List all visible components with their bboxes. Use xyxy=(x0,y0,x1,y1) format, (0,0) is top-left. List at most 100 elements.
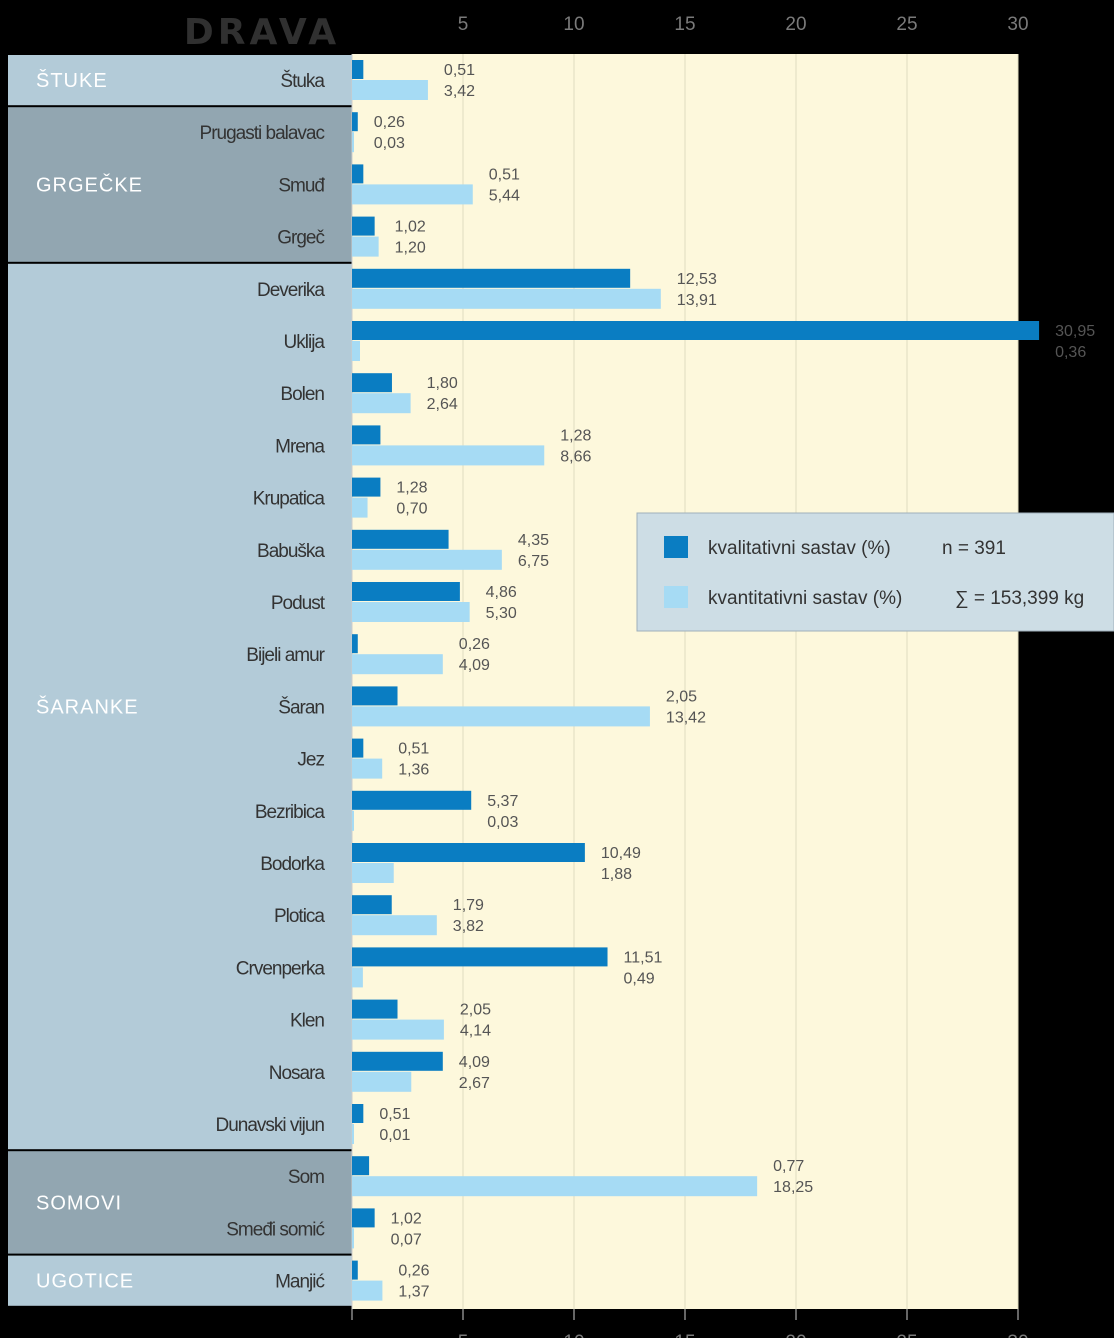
bar-kvantitativni xyxy=(352,445,545,466)
bar-kvalitativni xyxy=(352,843,585,862)
value-label-kvalitativni: 10,49 xyxy=(601,845,641,862)
value-label-kvantitativni: 0,36 xyxy=(1055,344,1086,361)
value-label-kvalitativni: 12,53 xyxy=(677,271,717,288)
legend-series-note: ∑ = 153,399 kg xyxy=(955,588,1084,609)
category-label: Šaran xyxy=(278,696,324,718)
x-tick-label-bottom: 15 xyxy=(674,1332,695,1338)
chart-title: DRAVA xyxy=(184,12,340,53)
category-label: Som xyxy=(288,1167,324,1188)
bar-kvantitativni xyxy=(352,758,383,779)
group-label: GRGEČKE xyxy=(36,174,143,197)
value-label-kvantitativni: 6,75 xyxy=(518,553,549,570)
value-label-kvantitativni: 5,30 xyxy=(486,605,517,622)
category-label: Manjić xyxy=(275,1272,324,1293)
bar-kvantitativni xyxy=(352,184,473,205)
value-label-kvalitativni: 4,35 xyxy=(518,532,549,549)
category-label: Grgeč xyxy=(277,228,324,249)
value-label-kvalitativni: 1,28 xyxy=(560,427,591,444)
value-label-kvantitativni: 1,36 xyxy=(398,762,429,779)
value-label-kvalitativni: 1,79 xyxy=(453,897,484,914)
value-label-kvantitativni: 0,07 xyxy=(391,1231,422,1248)
group-label: SOMOVI xyxy=(36,1192,122,1214)
category-label: Smuđ xyxy=(278,175,325,196)
value-label-kvalitativni: 5,37 xyxy=(487,793,518,810)
group-label: UGOTICE xyxy=(36,1271,134,1293)
group-panel xyxy=(8,1151,352,1254)
legend-series-note: n = 391 xyxy=(942,538,1006,559)
bar-kvantitativni xyxy=(352,602,470,622)
bar-kvantitativni xyxy=(352,341,360,361)
value-label-kvalitativni: 0,51 xyxy=(398,741,429,758)
value-label-kvantitativni: 4,09 xyxy=(459,657,490,674)
bar-kvalitativni xyxy=(352,425,381,445)
value-label-kvalitativni: 0,51 xyxy=(489,166,520,183)
bar-kvantitativni xyxy=(352,497,368,518)
bar-kvalitativni xyxy=(352,582,460,601)
x-tick-label-bottom: 10 xyxy=(563,1332,584,1338)
value-label-kvantitativni: 0,03 xyxy=(374,135,405,152)
value-label-kvantitativni: 3,42 xyxy=(444,83,475,100)
bar-kvalitativni xyxy=(352,999,398,1019)
value-label-kvantitativni: 0,49 xyxy=(624,970,655,987)
value-label-kvantitativni: 8,66 xyxy=(560,448,591,465)
category-label: Bijeli amur xyxy=(246,645,325,666)
group-panel xyxy=(8,107,352,262)
bar-kvalitativni xyxy=(352,164,364,184)
category-label: Deverika xyxy=(257,280,325,301)
value-label-kvalitativni: 0,51 xyxy=(379,1106,410,1123)
bar-kvalitativni xyxy=(352,1104,364,1123)
value-label-kvalitativni: 0,77 xyxy=(773,1158,804,1175)
value-label-kvalitativni: 0,51 xyxy=(444,62,475,79)
bar-kvantitativni xyxy=(352,549,502,570)
group-panel xyxy=(8,55,352,106)
legend: kvalitativni sastav (%) n = 391 kvantitati… xyxy=(636,512,1114,632)
category-label: Jez xyxy=(297,750,324,771)
x-tick-label-top: 10 xyxy=(563,14,584,35)
value-label-kvantitativni: 13,42 xyxy=(666,709,706,726)
x-tick-label-top: 15 xyxy=(674,14,695,35)
bar-kvantitativni xyxy=(352,967,363,988)
bar-kvantitativni xyxy=(352,1019,444,1040)
value-label-kvantitativni: 0,03 xyxy=(487,814,518,831)
bar-kvantitativni xyxy=(352,393,411,414)
bar-kvalitativni xyxy=(352,1208,375,1228)
x-tick-label-top: 5 xyxy=(458,14,469,35)
category-label: Krupatica xyxy=(253,489,326,510)
value-label-kvantitativni: 3,82 xyxy=(453,918,484,935)
bar-kvalitativni xyxy=(352,1156,370,1176)
category-label: Klen xyxy=(290,1011,324,1032)
bar-kvalitativni xyxy=(352,216,375,236)
value-label-kvalitativni: 2,05 xyxy=(460,1002,491,1019)
category-label: Nosara xyxy=(269,1063,326,1084)
bar-kvantitativni xyxy=(352,236,379,257)
category-label: Dunavski vijun xyxy=(216,1115,325,1136)
bar-kvalitativni xyxy=(352,1260,358,1280)
value-label-kvantitativni: 4,14 xyxy=(460,1023,491,1040)
value-label-kvantitativni: 1,20 xyxy=(395,240,426,257)
x-tick-label-bottom: 5 xyxy=(458,1332,469,1338)
bar-kvalitativni xyxy=(352,529,449,549)
category-label: Bodorka xyxy=(260,854,325,875)
value-label-kvantitativni: 2,64 xyxy=(427,396,458,413)
value-label-kvantitativni: 5,44 xyxy=(489,187,520,204)
category-label: Crvenperka xyxy=(236,958,326,979)
category-label: Bolen xyxy=(280,384,324,405)
bar-kvalitativni xyxy=(352,477,381,497)
bar-kvalitativni xyxy=(352,738,364,758)
category-label: Babuška xyxy=(257,541,325,562)
bar-kvalitativni xyxy=(352,1051,443,1071)
value-label-kvalitativni: 2,05 xyxy=(666,688,697,705)
bar-kvantitativni xyxy=(352,1124,354,1144)
x-tick-label-bottom: 20 xyxy=(785,1332,806,1338)
bar-kvalitativni xyxy=(352,947,608,967)
value-label-kvalitativni: 0,26 xyxy=(459,636,490,653)
bar-kvalitativni xyxy=(352,112,358,132)
bar-kvantitativni xyxy=(352,80,428,100)
value-label-kvalitativni: 0,26 xyxy=(374,114,405,131)
bar-kvantitativni xyxy=(352,706,650,727)
bar-kvalitativni xyxy=(352,686,398,706)
bar-kvantitativni xyxy=(352,1176,758,1197)
x-tick-label-bottom: 30 xyxy=(1007,1332,1028,1338)
value-label-kvantitativni: 0,70 xyxy=(396,501,427,518)
